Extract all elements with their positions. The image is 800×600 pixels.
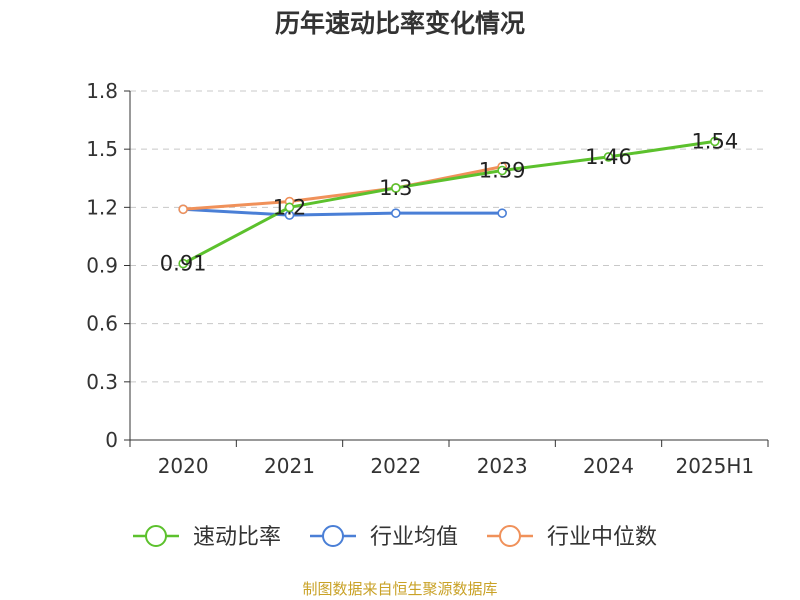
series-line xyxy=(183,165,503,211)
y-tick-label: 1.2 xyxy=(86,195,118,219)
series-group xyxy=(178,136,720,269)
data-label: 1.39 xyxy=(479,158,526,182)
y-tick-label: 1.5 xyxy=(86,137,118,161)
y-tick-label: 0.3 xyxy=(86,370,118,394)
data-label: 1.2 xyxy=(273,195,306,219)
data-point xyxy=(178,204,188,215)
series-line xyxy=(182,139,716,265)
legend-marker xyxy=(145,525,167,547)
axes: 0 0.3 0.6 0.9 1.2 1.5 1.8 2020 2021 2022 2023 2024 2… xyxy=(86,79,769,478)
legend-marker xyxy=(322,525,344,547)
y-tick-label: 0 xyxy=(105,428,118,452)
data-point xyxy=(284,202,295,213)
legend-label: 行业均值 xyxy=(370,525,458,550)
legend: 速动比率 行业均值 行业中位数 xyxy=(133,525,657,550)
legend-label: 速动比率 xyxy=(193,525,281,550)
data-point xyxy=(391,208,401,218)
legend-label: 行业中位数 xyxy=(547,525,657,550)
chart-title: 历年速动比率变化情况 xyxy=(274,9,525,38)
series-line xyxy=(183,207,503,217)
x-tick-label: 2025H1 xyxy=(675,454,754,478)
y-tick-label: 0.6 xyxy=(86,312,118,336)
x-tick-label: 2023 xyxy=(477,454,528,478)
x-tick-label: 2024 xyxy=(583,454,634,478)
x-tick-label: 2021 xyxy=(264,454,315,478)
data-point xyxy=(497,208,507,218)
data-label: 1.3 xyxy=(379,176,412,200)
data-point xyxy=(710,136,720,147)
data-label: 1.46 xyxy=(585,145,632,169)
grid-lines xyxy=(130,90,768,383)
y-tick-label: 0.9 xyxy=(86,254,118,278)
data-point xyxy=(391,183,401,193)
x-tick-label: 2020 xyxy=(158,454,209,478)
data-point xyxy=(178,258,188,269)
data-label: 0.91 xyxy=(160,252,207,276)
y-tick-label: 1.8 xyxy=(86,79,118,103)
legend-marker xyxy=(499,525,521,547)
source-note: 制图数据来自恒生聚源数据库 xyxy=(302,580,498,598)
data-labels: 0.91 1.2 1.3 1.39 1.46 1.54 xyxy=(160,129,738,275)
data-label: 1.54 xyxy=(691,129,738,153)
data-point xyxy=(497,165,507,176)
data-point xyxy=(603,152,614,162)
x-tick-label: 2022 xyxy=(370,454,421,478)
